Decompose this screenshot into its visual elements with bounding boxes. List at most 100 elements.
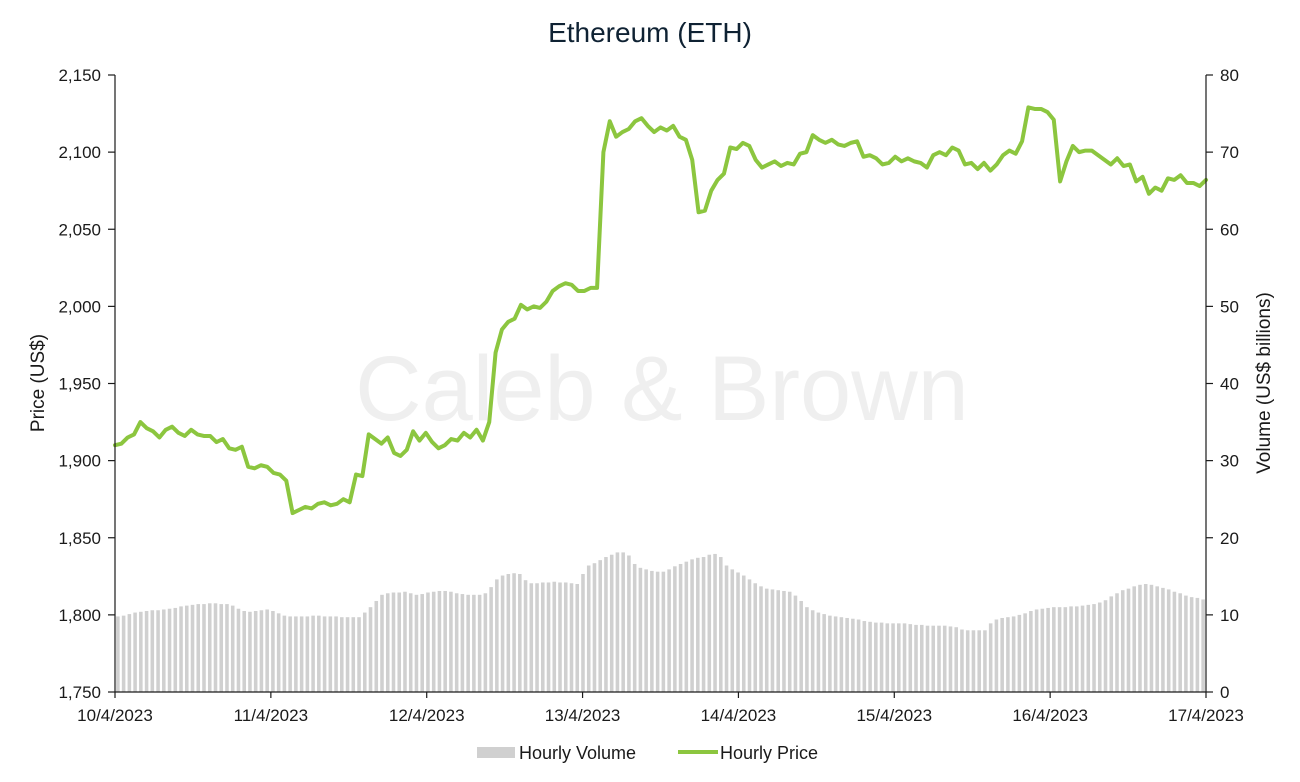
volume-bar <box>529 583 534 692</box>
volume-bar <box>862 621 867 692</box>
volume-bar <box>960 629 964 692</box>
volume-bar <box>345 617 350 692</box>
volume-bar <box>449 591 453 692</box>
volume-bar <box>931 625 936 692</box>
x-tick-label: 13/4/2023 <box>545 706 621 725</box>
volume-bar <box>139 611 143 692</box>
volume-bar <box>489 587 493 692</box>
volume-bar <box>764 588 769 692</box>
volume-bar <box>253 611 258 692</box>
volume-bar <box>942 625 947 692</box>
volume-bar <box>1017 614 1022 693</box>
volume-bar <box>397 592 402 692</box>
volume-bar <box>759 586 763 692</box>
right-tick-label: 50 <box>1220 297 1239 316</box>
volume-bar <box>236 608 241 692</box>
volume-bar <box>632 563 637 692</box>
volume-bar <box>282 615 287 692</box>
volume-bar <box>609 554 614 692</box>
volume-bar <box>833 616 838 692</box>
left-tick-label: 1,900 <box>58 452 101 471</box>
volume-bar <box>1092 604 1096 692</box>
volume-bar <box>816 612 821 692</box>
x-tick-label: 15/4/2023 <box>856 706 932 725</box>
volume-bar <box>460 594 465 692</box>
volume-bar <box>305 616 310 692</box>
right-tick-label: 20 <box>1220 529 1239 548</box>
volume-bar <box>719 557 723 692</box>
volume-bar <box>1143 584 1148 692</box>
right-tick-label: 10 <box>1220 606 1239 625</box>
volume-bar <box>116 616 120 692</box>
volume-bar <box>592 563 597 692</box>
volume-bar <box>851 618 855 692</box>
x-tick-label: 16/4/2023 <box>1012 706 1088 725</box>
volume-bar <box>1046 607 1050 692</box>
volume-bar <box>908 624 913 692</box>
volume-bar <box>133 612 137 692</box>
volume-bar <box>363 612 367 692</box>
volume-bar <box>741 575 746 692</box>
legend-volume-swatch <box>477 747 515 758</box>
volume-bar <box>753 583 758 692</box>
volume-bar <box>1115 593 1119 692</box>
volume-bar <box>1075 606 1079 692</box>
volume-bars-layer <box>116 552 1205 693</box>
volume-bar <box>661 571 666 692</box>
volume-bar <box>144 611 149 692</box>
volume-bar <box>793 595 798 692</box>
volume-bar <box>230 605 235 692</box>
left-tick-label: 1,950 <box>58 375 101 394</box>
right-tick-label: 0 <box>1220 683 1229 702</box>
volume-bar <box>569 583 574 692</box>
volume-bar <box>965 630 970 692</box>
volume-bar <box>747 579 752 692</box>
x-tick-label: 12/4/2023 <box>389 706 465 725</box>
volume-bar <box>971 630 976 692</box>
volume-bar <box>1006 617 1010 692</box>
volume-bar <box>1172 591 1177 692</box>
right-tick-label: 80 <box>1220 66 1239 85</box>
volume-bar <box>954 627 958 692</box>
volume-bar <box>919 624 924 692</box>
volume-bar <box>856 619 861 692</box>
left-tick-label: 2,000 <box>58 297 101 316</box>
volume-bar <box>552 581 557 692</box>
volume-bar <box>839 617 844 692</box>
volume-bar <box>558 582 562 692</box>
volume-bar <box>914 624 918 692</box>
volume-bar <box>162 609 166 692</box>
volume-bar <box>276 613 281 692</box>
volume-bar <box>1011 616 1016 692</box>
volume-bar <box>500 575 505 692</box>
volume-bar <box>541 582 545 692</box>
volume-bar <box>317 615 321 692</box>
volume-bar <box>495 579 499 692</box>
volume-bar <box>431 591 436 692</box>
volume-bar <box>1069 606 1073 692</box>
volume-bar <box>736 572 740 692</box>
volume-bar <box>466 594 470 692</box>
volume-bar <box>782 590 786 692</box>
volume-bar <box>575 584 580 692</box>
volume-bar <box>426 592 430 692</box>
volume-bar <box>535 583 539 692</box>
volume-bar <box>994 619 999 692</box>
volume-bar <box>185 605 189 692</box>
volume-bar <box>1063 607 1068 692</box>
legend-price-label: Hourly Price <box>720 743 818 763</box>
volume-bar <box>225 604 229 692</box>
left-tick-label: 1,750 <box>58 683 101 702</box>
volume-bar <box>1189 597 1194 692</box>
volume-bar <box>650 570 654 692</box>
volume-bar <box>925 625 930 692</box>
left-tick-label: 2,150 <box>58 66 101 85</box>
volume-bar <box>207 603 212 692</box>
volume-bar <box>1086 604 1091 692</box>
volume-bar <box>403 591 407 692</box>
volume-bar <box>368 607 373 692</box>
volume-bar <box>351 617 356 692</box>
volume-bar <box>374 600 379 692</box>
volume-bar <box>1000 617 1004 692</box>
